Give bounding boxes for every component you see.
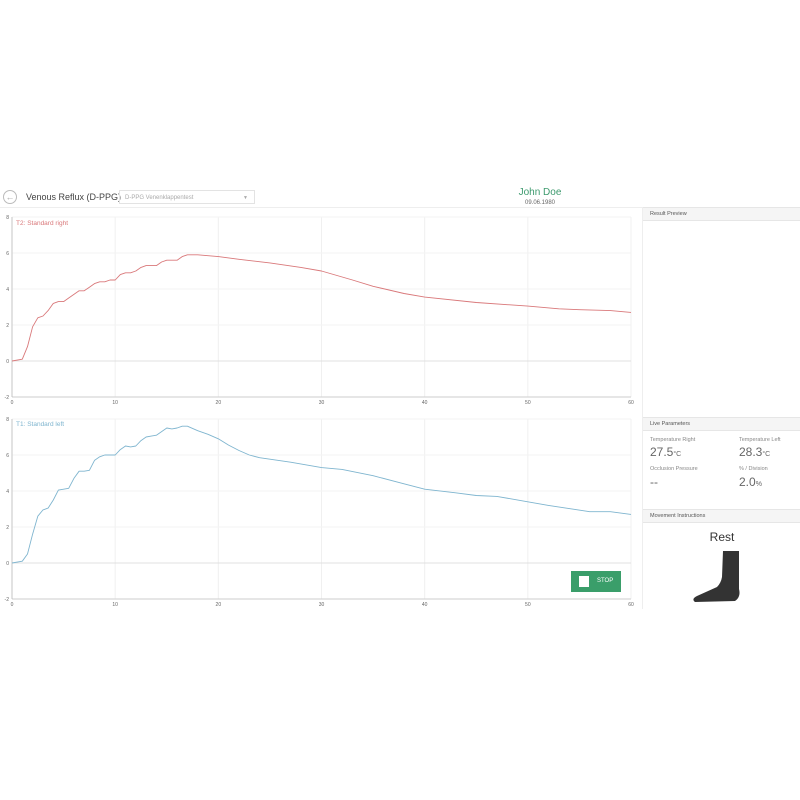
- foot-icon: [693, 551, 740, 602]
- x-tick-label: 60: [628, 400, 634, 406]
- stop-square-icon: [579, 576, 589, 587]
- stop-label: STOP: [597, 578, 614, 584]
- x-tick-label: 20: [216, 602, 222, 608]
- chevron-down-icon: ▼: [243, 195, 248, 201]
- occlusion-label: Occlusion Pressure: [650, 466, 698, 472]
- x-tick-label: 0: [11, 400, 14, 406]
- y-tick-label: 0: [6, 561, 9, 567]
- x-tick-label: 20: [216, 400, 222, 406]
- patient-name: John Doe: [518, 187, 562, 198]
- movement-panel: Movement Instructions Rest: [642, 509, 800, 609]
- arrow-left-circle-icon: ←: [5, 192, 15, 202]
- x-tick-label: 60: [628, 602, 634, 608]
- page-title: Venous Reflux (D-PPG): [26, 192, 122, 202]
- division-label: % / Division: [739, 466, 768, 472]
- series-line: [11, 425, 632, 564]
- unit: °C: [762, 451, 771, 458]
- y-tick-label: 0: [6, 359, 9, 365]
- chart-right-title: T2: Standard right: [16, 220, 69, 227]
- live-parameters-header: Live Parameters: [643, 417, 800, 431]
- x-tick-label: 30: [319, 400, 325, 406]
- x-tick-label: 40: [422, 400, 428, 406]
- y-tick-label: 2: [6, 525, 9, 531]
- back-button[interactable]: ←: [3, 190, 17, 204]
- y-tick-label: 2: [6, 323, 9, 329]
- temp-right-value: 27.5°C: [650, 445, 681, 459]
- temp-left-label: Temperature Left: [739, 437, 781, 443]
- result-preview-header: Result Preview: [643, 207, 800, 221]
- x-tick-label: 10: [112, 602, 118, 608]
- y-tick-label: 8: [6, 417, 9, 423]
- patient-dob: 09.06.1980: [524, 200, 556, 206]
- result-preview-panel: Result Preview: [642, 207, 800, 417]
- x-tick-label: 10: [112, 400, 118, 406]
- x-tick-label: 40: [422, 602, 428, 608]
- temp-left-value: 28.3°C: [739, 445, 770, 459]
- header-divider: [0, 207, 800, 208]
- division-number: 2.0: [739, 475, 756, 489]
- x-tick-label: 50: [525, 602, 531, 608]
- y-tick-label: 8: [6, 215, 9, 221]
- unit: %: [755, 481, 762, 488]
- temp-right-label: Temperature Right: [650, 437, 696, 443]
- y-tick-label: -2: [5, 395, 10, 401]
- unit: °C: [673, 451, 682, 458]
- test-select-value: D-PPG Venenklappentest: [125, 195, 194, 201]
- x-tick-label: 50: [525, 400, 531, 406]
- temp-right-number: 27.5: [650, 445, 674, 459]
- y-tick-label: 6: [6, 251, 9, 257]
- occlusion-value: --: [650, 475, 658, 489]
- temp-left-number: 28.3: [739, 445, 763, 459]
- movement-header: Movement Instructions: [643, 509, 800, 523]
- y-tick-label: 6: [6, 453, 9, 459]
- x-tick-label: 30: [319, 602, 325, 608]
- y-tick-label: 4: [6, 489, 9, 495]
- stop-button[interactable]: STOP: [571, 571, 621, 592]
- test-select[interactable]: D-PPG Venenklappentest ▼: [119, 190, 255, 204]
- y-tick-label: -2: [5, 597, 10, 603]
- chart-left-title: T1: Standard left: [16, 421, 65, 428]
- y-tick-label: 4: [6, 287, 9, 293]
- live-parameters-panel: Live Parameters Temperature Right 27.5°C…: [642, 417, 800, 510]
- movement-instruction: Rest: [709, 530, 735, 544]
- series-line: [11, 254, 632, 362]
- x-tick-label: 0: [11, 602, 14, 608]
- division-value: 2.0%: [739, 475, 762, 489]
